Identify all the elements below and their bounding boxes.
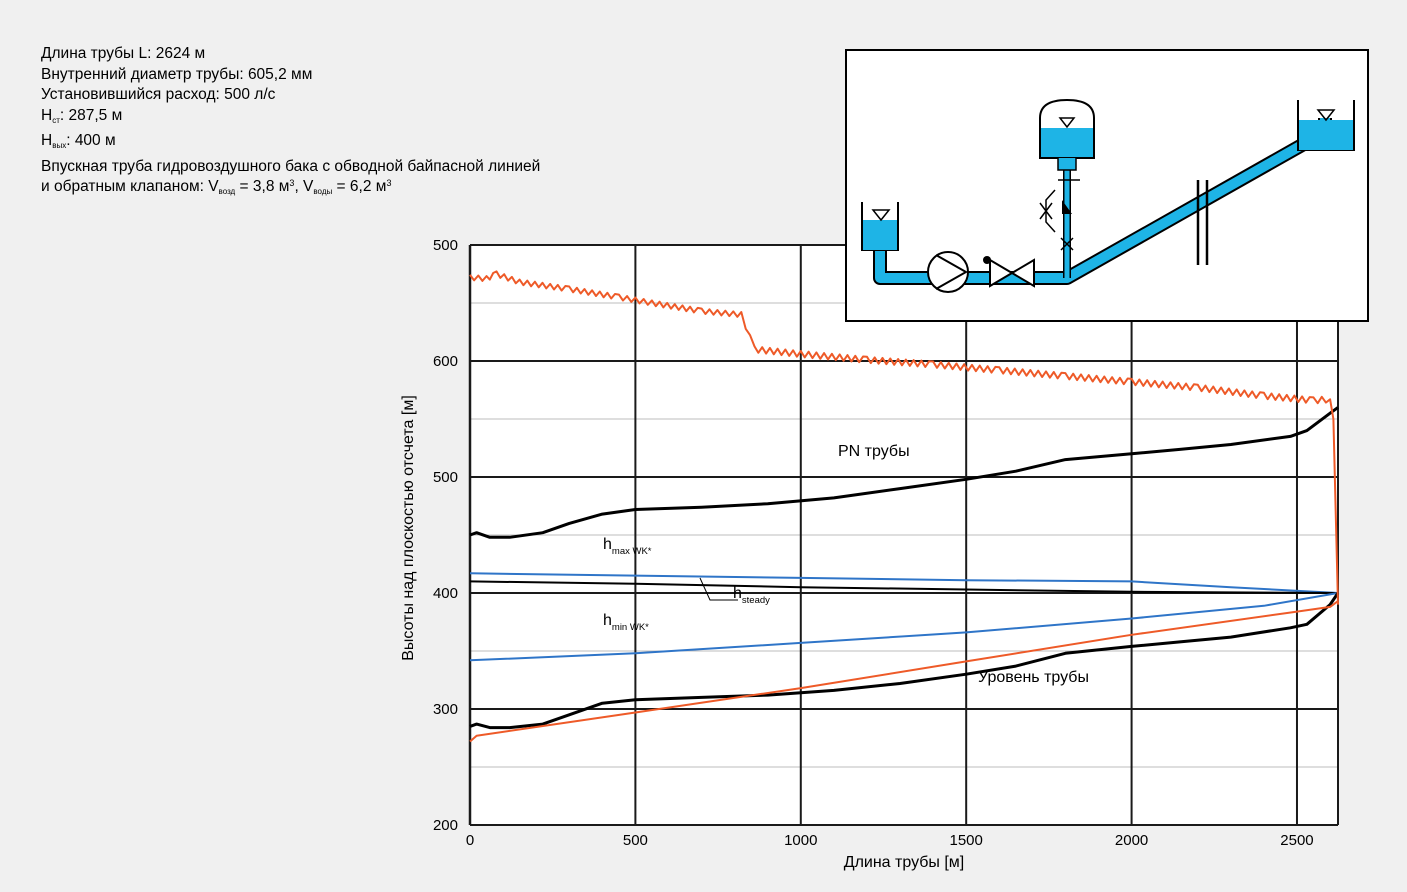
right-reservoir-water: [1299, 120, 1353, 150]
inlet-pipe-text: Впускная труба гидровоздушного бака с об…: [41, 157, 541, 175]
pipe-diameter-text: Внутренний диаметр трубы: 605,2 мм: [41, 65, 313, 83]
x-tick-label: 0: [466, 832, 474, 849]
x-tick-label: 1500: [950, 832, 983, 849]
outlet-head-text: Hвых: 400 м: [41, 132, 116, 150]
y-tick-label: 300: [433, 701, 458, 718]
series-level-line: [469, 592, 1340, 730]
hmin-label: hmin WK*: [603, 612, 649, 633]
tick-labels: 0 500 1000 1500 2000 2500 200 300 400 500 600 500: [433, 237, 1314, 849]
check-valve-icon: [1062, 200, 1072, 214]
steady-flow-text: Установившийся расход: 500 л/с: [41, 86, 276, 103]
series-steady-line: [469, 580, 1339, 594]
pipe-length-text: Длина трубы L: 2624 м: [41, 45, 206, 62]
left-level-icon: [871, 209, 891, 222]
valve-icon: [989, 258, 1035, 288]
x-axis-label: Длина трубы [м]: [844, 854, 965, 871]
x-tick-label: 1000: [784, 832, 817, 849]
hsteady-leader: [699, 577, 738, 601]
x-tick-label: 2000: [1115, 832, 1148, 849]
y-tick-label: 600: [433, 353, 458, 370]
level-label: Уровень трубы: [978, 669, 1089, 686]
static-head-text: Hст: 287,5 м: [41, 106, 123, 125]
right-level-icon: [1316, 109, 1336, 122]
series-hmin-line: [469, 592, 1339, 662]
series-pn-line: [469, 406, 1339, 539]
bypass-valve: [1039, 202, 1053, 220]
series-layer: [469, 270, 1340, 743]
y-tick-label: 200: [433, 817, 458, 834]
volumes-text: и обратным клапаном: Vвозд = 3,8 м3, Vво…: [41, 178, 392, 196]
hsteady-label: hsteady: [733, 585, 770, 606]
hmax-label: hmax WK*: [603, 536, 652, 557]
x-tick-label: 2500: [1280, 832, 1313, 849]
pipeline-schematic: [845, 49, 1369, 322]
pump-icon: [927, 251, 969, 293]
series-orange_max-line: [469, 270, 1339, 605]
left-reservoir-water: [863, 220, 897, 250]
vessel-neck: [1057, 158, 1077, 171]
series-hmax-line: [469, 572, 1339, 594]
inlet-valve: [1060, 237, 1074, 251]
y-tick-label: 500: [433, 237, 458, 254]
y-tick-label: 400: [433, 585, 458, 602]
series-orange_min-line: [469, 600, 1339, 743]
x-tick-label: 500: [623, 832, 648, 849]
vessel-level-icon: [1058, 117, 1076, 129]
air-vessel-water: [1041, 128, 1093, 157]
pn-label: PN трубы: [838, 443, 910, 460]
y-tick-label: 500: [433, 469, 458, 486]
y-axis-label: Высоты над плоскостью отсчета [м]: [400, 395, 417, 661]
pump-arrow: [935, 254, 969, 290]
parameter-list: Длина трубы L: 2624 м Внутренний диаметр…: [41, 44, 540, 203]
